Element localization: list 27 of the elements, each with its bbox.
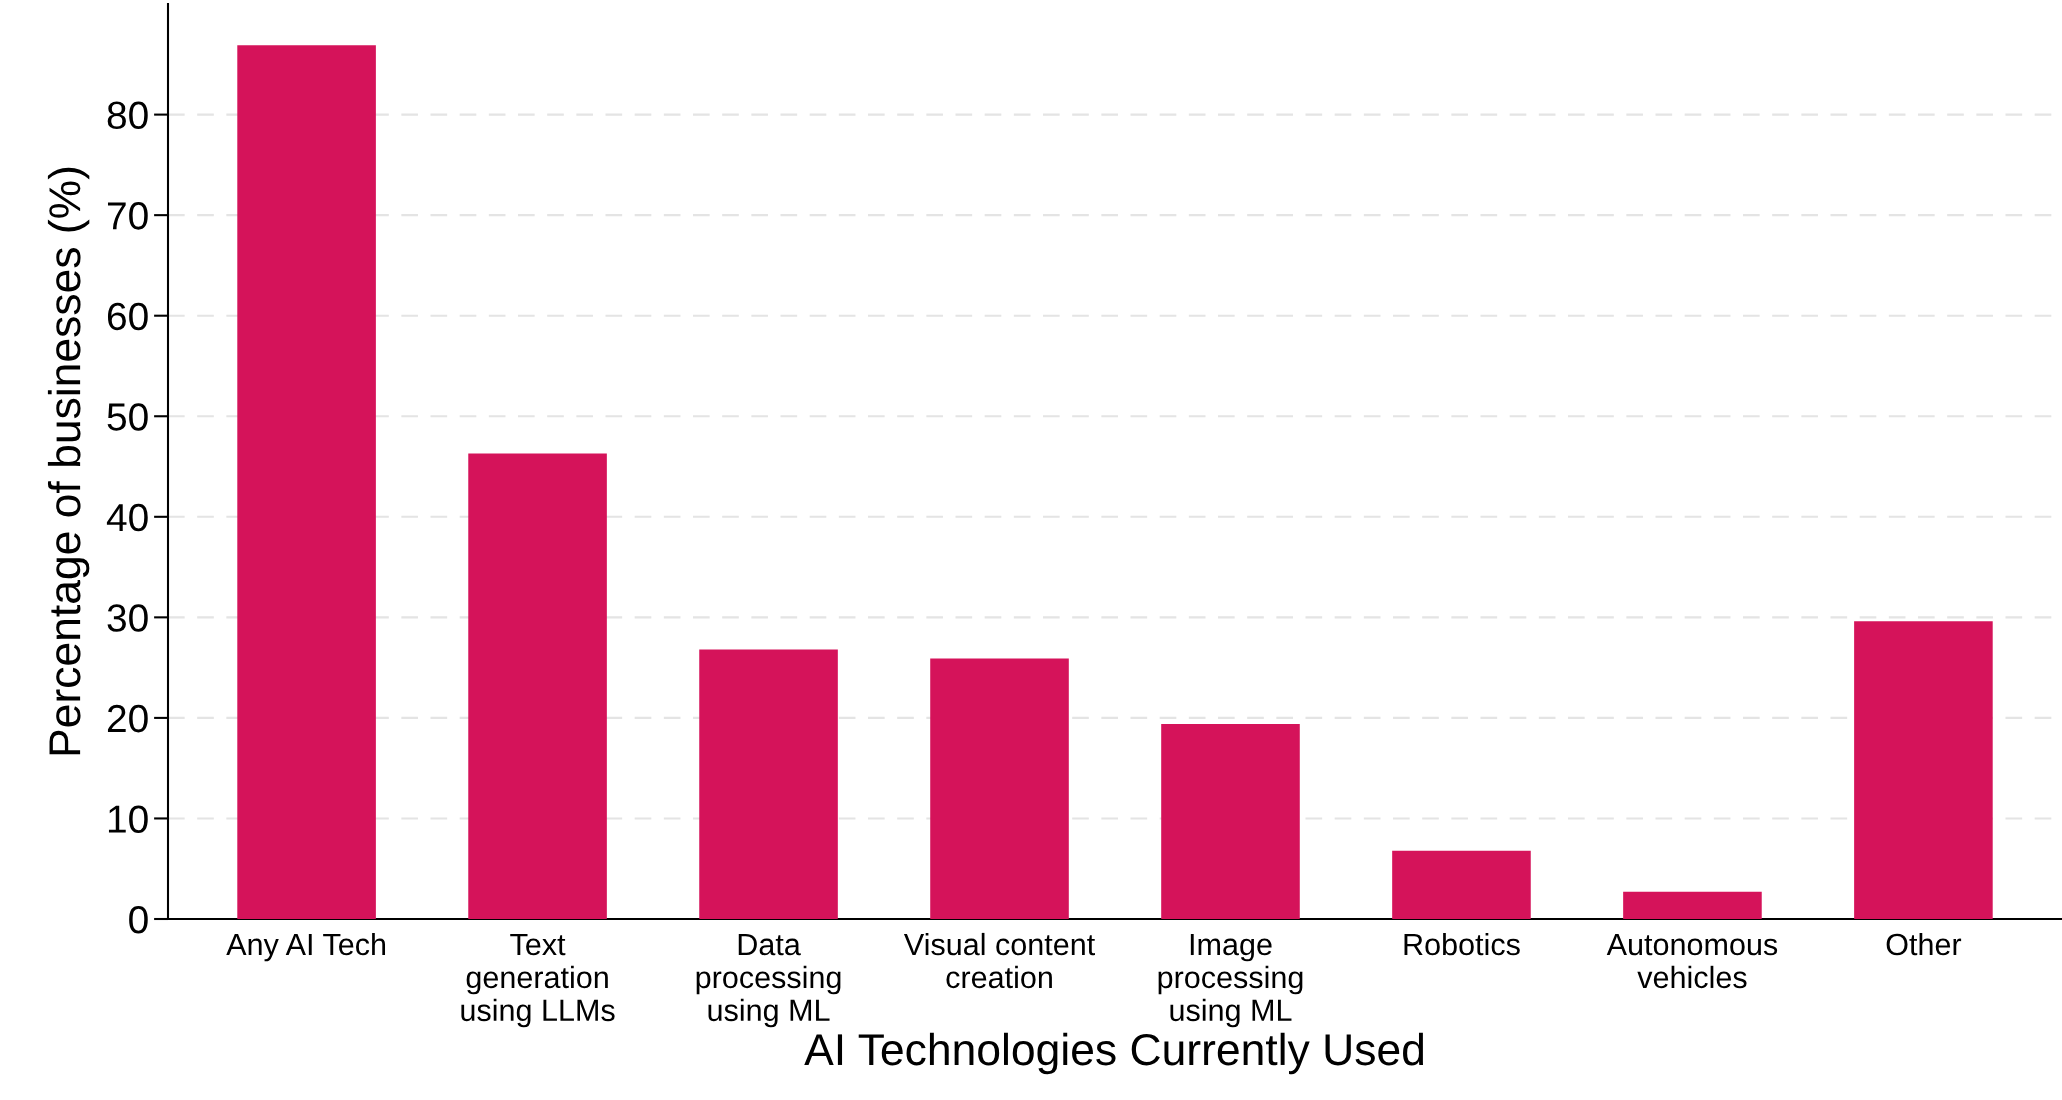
y-tick-label: 50 xyxy=(107,403,148,431)
y-axis-title: Percentage of businesses (%) xyxy=(47,167,90,755)
bar xyxy=(930,658,1069,919)
y-tick-label: 0 xyxy=(129,905,148,934)
bar xyxy=(1161,723,1300,919)
bar xyxy=(699,649,838,919)
x-tick-label: Other xyxy=(1886,932,1962,956)
x-axis-title: AI Technologies Currently Used xyxy=(804,1032,1424,1075)
bar xyxy=(1623,891,1762,919)
x-tick-label: Image processing using ML xyxy=(1158,934,1303,1028)
bar xyxy=(468,453,607,919)
y-tick-label: 10 xyxy=(108,805,148,833)
bar xyxy=(1392,850,1531,919)
y-tick-label: 70 xyxy=(107,202,148,230)
x-tick-label: Any AI Tech xyxy=(226,932,386,962)
x-tick-label: Autonomous vehicles xyxy=(1606,934,1778,989)
y-tick-label: 80 xyxy=(107,101,148,130)
x-tick-label: Robotics xyxy=(1404,932,1520,956)
bar xyxy=(237,45,376,919)
y-tick-label: 60 xyxy=(107,302,148,331)
x-tick-label: Text generation using LLMs xyxy=(461,934,615,1028)
y-tick-label: 40 xyxy=(106,503,148,532)
x-tick-label: Data processing using ML xyxy=(696,934,841,1028)
bar xyxy=(1854,621,1993,919)
y-tick-label: 20 xyxy=(107,704,148,733)
y-tick-label: 30 xyxy=(107,604,148,632)
x-tick-label: Visual content creation xyxy=(903,932,1095,989)
